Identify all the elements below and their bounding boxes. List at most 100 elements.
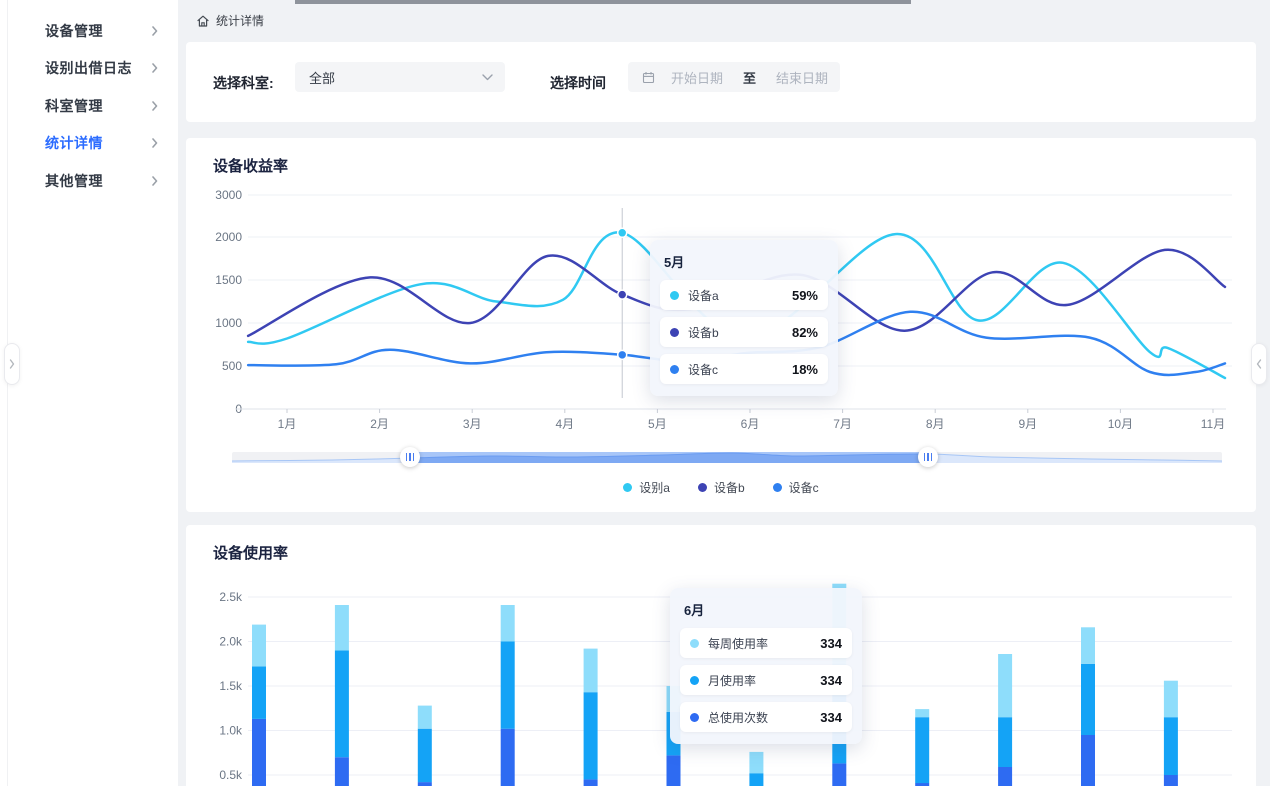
window-top-strip — [295, 0, 911, 4]
date-range-separator: 至 — [743, 70, 757, 86]
svg-text:500: 500 — [222, 359, 242, 373]
svg-text:3月: 3月 — [463, 417, 482, 431]
legend-label: 设备c — [788, 481, 819, 495]
svg-text:1500: 1500 — [215, 273, 242, 287]
sidebar-item-department-management[interactable]: 科室管理 — [0, 87, 178, 125]
series-value: 82% — [791, 324, 818, 340]
series-dot — [670, 290, 679, 300]
series-value: 334 — [820, 709, 842, 725]
revenue-rate-chart-card: 设备收益率 0 500 1000 1500 2000 3000 1月 2月 3月 4月 5月 6月 7月… — [186, 138, 1256, 512]
chevron-right-icon — [152, 100, 158, 111]
series-dot — [690, 675, 699, 685]
department-filter-label: 选择科室: — [213, 75, 274, 91]
chevron-left-icon — [1256, 359, 1262, 369]
start-date-input[interactable]: 开始日期 — [671, 70, 724, 86]
legend-label: 设别a — [639, 481, 670, 495]
tooltip-row: 设备a 59% — [660, 280, 828, 310]
chevron-right-icon — [9, 359, 15, 369]
sidebar-item-label: 统计详情 — [45, 135, 103, 152]
end-date-input[interactable]: 结束日期 — [776, 70, 829, 86]
tooltip-row: 月使用率 334 — [680, 665, 852, 695]
svg-text:6月: 6月 — [741, 417, 760, 431]
tooltip-row: 设备b 82% — [660, 317, 828, 347]
usage-rate-chart-card: 设备使用率 0.5k 1.0k 1.5k 2.0k 2.5k 6月 每周使用率 334 … — [186, 525, 1256, 786]
sidebar-item-statistics-detail[interactable]: 统计详情 — [0, 125, 178, 163]
legend-label: 设备b — [713, 481, 745, 495]
svg-text:2.5k: 2.5k — [219, 590, 243, 604]
chevron-right-icon — [152, 175, 158, 186]
sidebar-item-label: 其他管理 — [45, 172, 103, 189]
svg-text:1月: 1月 — [278, 417, 297, 431]
sidebar: 设备管理 设别出借日志 科室管理 统计详情 其他管理 — [0, 0, 178, 786]
date-range-picker[interactable]: 开始日期 至 结束日期 — [628, 62, 840, 92]
svg-text:5月: 5月 — [648, 417, 667, 431]
breadcrumb[interactable]: 统计详情 — [196, 12, 264, 29]
svg-text:4月: 4月 — [555, 417, 574, 431]
legend-dot — [772, 483, 782, 492]
svg-text:9月: 9月 — [1018, 417, 1037, 431]
tooltip-row: 总使用次数 334 — [680, 702, 852, 732]
tooltip-title: 5月 — [664, 255, 685, 270]
series-value: 18% — [791, 361, 818, 377]
chevron-right-icon — [152, 25, 158, 36]
legend-dot — [697, 483, 707, 492]
svg-text:11月: 11月 — [1201, 417, 1225, 431]
chart-legend: 设别a 设备b 设备c — [186, 479, 1256, 496]
datazoom-left-handle[interactable] — [400, 447, 420, 467]
svg-text:1.0k: 1.0k — [219, 724, 243, 738]
series-value: 334 — [820, 635, 842, 651]
legend-item-series-a[interactable]: 设别a — [623, 479, 670, 496]
sidebar-item-device-management[interactable]: 设备管理 — [0, 12, 178, 50]
sidebar-item-lending-log[interactable]: 设别出借日志 — [0, 50, 178, 88]
series-name: 设备a — [688, 288, 719, 303]
svg-text:2.0k: 2.0k — [219, 635, 243, 649]
svg-text:2月: 2月 — [370, 417, 389, 431]
series-name: 月使用率 — [708, 673, 757, 688]
tooltip-title: 6月 — [684, 603, 705, 618]
svg-text:1.5k: 1.5k — [219, 679, 243, 693]
legend-item-series-b[interactable]: 设备b — [697, 479, 745, 496]
line-chart-tooltip: 5月 设备a 59% 设备b 82% 设备c 18% — [650, 240, 838, 396]
home-icon — [197, 15, 209, 27]
svg-text:3000: 3000 — [215, 188, 242, 202]
time-filter-label: 选择时间 — [550, 75, 606, 91]
sidebar-item-other-management[interactable]: 其他管理 — [0, 162, 178, 200]
svg-text:0.5k: 0.5k — [219, 768, 243, 782]
chevron-down-icon — [482, 73, 493, 81]
series-value: 334 — [820, 672, 842, 688]
tooltip-row: 每周使用率 334 — [680, 628, 852, 658]
department-select[interactable]: 全部 — [295, 62, 505, 92]
series-dot — [670, 364, 679, 374]
sidebar-item-label: 科室管理 — [45, 97, 103, 114]
datazoom-track[interactable] — [231, 448, 1223, 466]
svg-text:2000: 2000 — [215, 230, 242, 244]
series-name: 每周使用率 — [708, 636, 769, 651]
svg-text:1000: 1000 — [215, 316, 242, 330]
datazoom-slider[interactable] — [231, 447, 1223, 468]
series-value: 59% — [791, 287, 818, 303]
series-dot — [690, 638, 699, 648]
department-select-value: 全部 — [309, 70, 336, 86]
breadcrumb-label: 统计详情 — [216, 14, 265, 28]
sidebar-item-label: 设备管理 — [45, 22, 103, 39]
svg-text:8月: 8月 — [926, 417, 945, 431]
sidebar-menu: 设备管理 设别出借日志 科室管理 统计详情 其他管理 — [0, 0, 178, 200]
chevron-right-icon — [152, 63, 158, 74]
svg-text:7月: 7月 — [833, 417, 852, 431]
left-panel-collapse-toggle[interactable] — [4, 343, 20, 385]
series-name: 总使用次数 — [708, 710, 769, 725]
legend-dot — [623, 483, 633, 492]
right-panel-collapse-toggle[interactable] — [1251, 343, 1267, 385]
chevron-right-icon — [152, 138, 158, 149]
datazoom-right-handle[interactable] — [918, 447, 938, 467]
legend-item-series-c[interactable]: 设备c — [772, 479, 819, 496]
svg-text:10月: 10月 — [1108, 417, 1133, 431]
series-dot — [690, 712, 699, 722]
sidebar-item-label: 设别出借日志 — [45, 60, 132, 77]
filter-bar: 选择科室: 全部 选择时间 开始日期 至 — [186, 42, 1256, 122]
calendar-icon — [642, 71, 655, 84]
sidebar-rail-divider — [7, 0, 8, 786]
main-content: 统计详情 选择科室: 全部 选择时间 — [178, 0, 1270, 786]
series-name: 设备b — [688, 325, 719, 340]
